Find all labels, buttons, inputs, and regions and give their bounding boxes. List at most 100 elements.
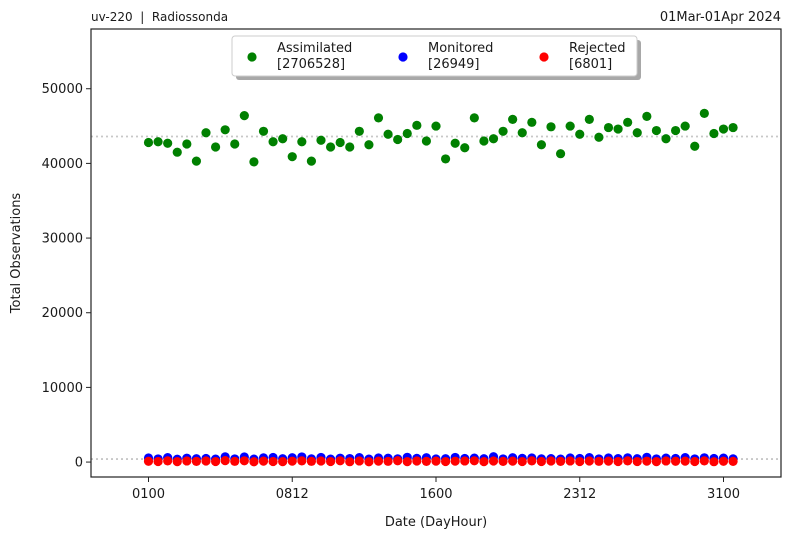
rejected-point (718, 456, 729, 466)
assimilated-point (383, 129, 393, 139)
rejected-point (623, 456, 633, 466)
assimilated-point (440, 154, 451, 164)
rejected-point (287, 456, 297, 466)
legend-item-monitored: Monitored[26949] (398, 41, 493, 72)
assimilated-point (469, 113, 479, 123)
rejected-point (536, 456, 547, 467)
assimilated-point (354, 126, 364, 136)
legend-count: [26949] (428, 57, 480, 72)
assimilated-point (297, 137, 307, 147)
assimilated-point (613, 124, 623, 134)
legend-marker (247, 52, 257, 62)
chart-title-left: uv-220 | Radiossonda (91, 10, 228, 24)
rejected-point (393, 456, 403, 466)
assimilated-point (191, 156, 202, 166)
rejected-point (498, 456, 508, 466)
plot-frame (90, 28, 782, 478)
rejected-point (210, 456, 221, 467)
rejected-point (565, 456, 575, 466)
assimilated-point (575, 129, 585, 139)
x-tick-label: 0100 (132, 487, 165, 502)
assimilated-point (623, 117, 633, 127)
rejected-point (172, 457, 182, 467)
assimilated-point (690, 141, 700, 151)
assimilated-point (373, 113, 384, 123)
assimilated-point (460, 143, 470, 153)
legend-item-assimilated: Assimilated[2706528] (247, 41, 352, 72)
assimilated-point (670, 125, 681, 136)
series-assimilated (143, 108, 738, 167)
assimilated-point (584, 114, 594, 124)
assimilated-point (517, 128, 527, 138)
legend-count: [6801] (569, 57, 612, 72)
assimilated-point (488, 134, 499, 144)
rejected-point (316, 456, 326, 466)
rejected-point (613, 456, 623, 467)
rejected-point (709, 457, 719, 467)
rejected-point (383, 456, 393, 466)
chart-title-right: 01Mar-01Apr 2024 (660, 10, 781, 25)
legend-marker (398, 52, 408, 62)
assimilated-point (393, 134, 403, 145)
rejected-point (555, 456, 566, 466)
x-tick-label: 0812 (276, 487, 309, 502)
assimilated-point (182, 139, 192, 149)
x-tick-label: 2312 (563, 487, 596, 502)
rejected-point (325, 456, 336, 467)
legend-item-rejected: Rejected[6801] (539, 41, 626, 72)
legend-label: Assimilated (277, 41, 352, 56)
assimilated-point (642, 111, 652, 121)
rejected-point (603, 456, 614, 466)
legend-label: Rejected (569, 41, 626, 56)
legend-label: Monitored (428, 41, 493, 56)
x-axis: 0100 0812 1600 2312 3100 (132, 477, 740, 502)
assimilated-point (220, 125, 230, 135)
rejected-point (230, 456, 240, 466)
assimilated-point (345, 142, 355, 152)
rejected-point (728, 456, 738, 466)
rejected-point (297, 456, 307, 466)
y-axis-label: Total Observations (9, 193, 24, 315)
assimilated-point (479, 136, 489, 146)
rejected-point (278, 457, 288, 467)
assimilated-point (316, 135, 326, 145)
assimilated-point (450, 138, 460, 148)
rejected-point (191, 456, 202, 466)
assimilated-point (163, 138, 173, 148)
assimilated-point (555, 149, 566, 159)
rejected-point (546, 456, 556, 466)
rejected-point (594, 456, 604, 466)
assimilated-point (268, 137, 278, 147)
rejected-point (421, 456, 432, 466)
assimilated-point (661, 134, 671, 144)
rejected-point (479, 457, 489, 467)
rejected-point (220, 456, 230, 466)
rejected-point (354, 456, 364, 466)
assimilated-point (306, 156, 317, 166)
assimilated-point (680, 121, 690, 131)
assimilated-point (728, 122, 738, 133)
rejected-point (488, 456, 499, 466)
rejected-point (450, 456, 460, 466)
assimilated-point (603, 122, 614, 133)
assimilated-point (201, 128, 211, 138)
x-tick-label: 1600 (419, 487, 452, 502)
rejected-point (460, 456, 470, 466)
rejected-point (153, 456, 163, 467)
y-tick-label: 20000 (42, 306, 83, 321)
rejected-point (345, 457, 355, 467)
rejected-point (163, 456, 173, 466)
assimilated-point (335, 137, 345, 148)
rejected-point (527, 456, 537, 466)
rejected-point (249, 457, 259, 467)
assimilated-point (709, 128, 719, 139)
assimilated-point (249, 157, 259, 167)
rejected-point (412, 456, 422, 466)
assimilated-point (594, 132, 604, 142)
rejected-point (661, 456, 671, 466)
rejected-point (335, 456, 345, 466)
legend-marker (539, 52, 549, 62)
rejected-point (440, 456, 451, 467)
y-axis: 0 10000 20000 30000 40000 50000 (42, 82, 91, 471)
rejected-point (680, 456, 690, 466)
